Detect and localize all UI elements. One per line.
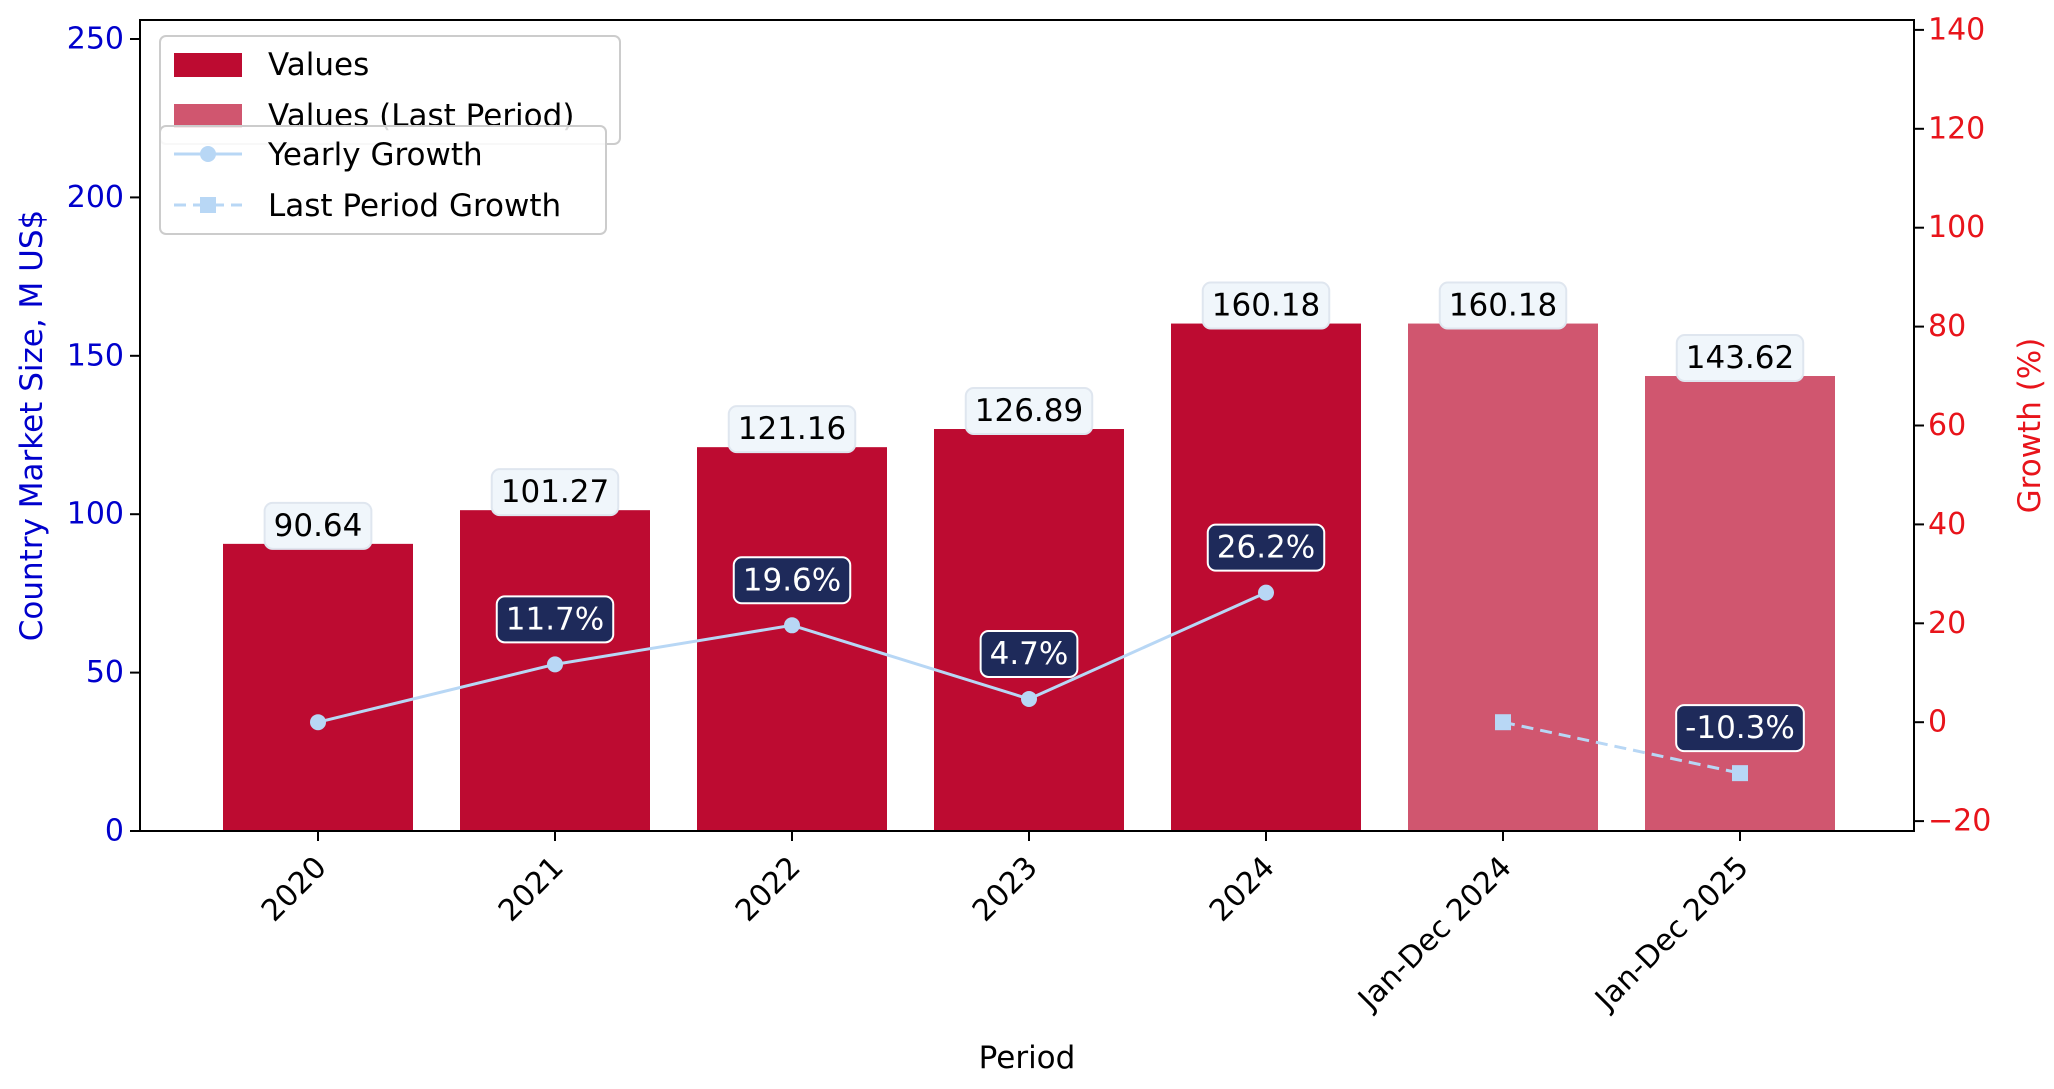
x-axis: 2020 2021 2022 2023 2024 Jan-Dec 2024 Jan-Dec … [255,831,1756,1018]
data-label-box [1675,704,1805,753]
x-axis-title: Period [979,1040,1076,1076]
data-label: 126.89 [975,393,1083,429]
bar [1408,323,1598,831]
y2-tick-label: 100 [1928,210,1985,245]
x-tick-label: 2023 [966,850,1045,929]
data-label-box [732,556,852,605]
data-label: 19.6% [743,562,841,598]
y2-tick-label: −20 [1928,804,1991,839]
y2-tick-label: 20 [1928,606,1966,641]
x-tick-label: 2021 [492,850,571,929]
data-label: 11.7% [506,601,604,637]
series-line [1502,720,1741,775]
legend-swatch [174,104,242,128]
data-point [1732,765,1748,782]
data-label: 160.18 [1449,288,1557,324]
y-axis-right: −20 0 20 40 60 80 100 120 140 [1914,12,1991,839]
data-label: 121.16 [738,411,846,447]
x-tick-label: 2022 [729,850,808,929]
y2-tick-label: 60 [1928,408,1966,443]
lines-layer [310,584,1748,782]
data-point [310,714,326,731]
data-point [1258,584,1274,601]
y-tick-label: 250 [67,22,124,57]
data-label: 101.27 [501,474,609,510]
data-label-box [1675,334,1805,383]
x-tick-label: Jan-Dec 2024 [1350,850,1518,1018]
data-point [1021,690,1037,707]
data-label-box [490,468,620,517]
data-label-box [495,595,615,644]
y2-tick-label: 140 [1928,12,1985,47]
y-axis-left: 0 50 100 150 200 250 [67,22,140,849]
data-point [1495,714,1511,731]
y2-tick-label: 80 [1928,309,1966,344]
y-tick-label: 100 [67,497,124,532]
data-label-box [1206,523,1326,572]
legend-box-growth [159,125,607,235]
y-tick-label: 200 [67,180,124,215]
x-tick-label: Jan-Dec 2025 [1587,850,1755,1018]
labels-layer: 90.64 101.27 121.16 126.89 160.18 160.18 143.6… [263,281,1805,753]
x-tick-label: 2020 [255,850,334,929]
data-label-box [979,629,1079,678]
data-label-box [1438,281,1568,330]
legend-label: Last Period Growth [268,188,561,224]
data-label-box [1201,281,1331,330]
data-label: 160.18 [1212,288,1320,324]
data-point [784,617,800,634]
data-label-box [964,387,1094,436]
y-tick-label: 150 [67,338,124,373]
x-tick-label: 2024 [1203,850,1282,929]
bars-layer [223,323,1835,831]
legend-label: Yearly Growth [267,137,483,173]
data-label-box [263,501,373,550]
data-label: -10.3% [1685,710,1795,746]
legend-label: Values [268,47,369,83]
bar [1171,323,1361,831]
data-point [547,656,563,673]
data-label: 90.64 [274,508,363,544]
bar [1645,376,1835,831]
legend-marker [200,197,216,213]
y2-tick-label: 40 [1928,507,1966,542]
data-label: 26.2% [1217,530,1315,566]
y2-axis-title: Growth (%) [2012,338,2048,514]
bar [223,543,413,831]
y2-tick-label: 120 [1928,111,1985,146]
bar [697,447,887,831]
y-tick-label: 0 [105,814,124,849]
data-label-box [727,405,857,454]
data-label: 143.62 [1686,340,1794,376]
y-tick-label: 50 [86,655,124,690]
data-label: 4.7% [990,636,1069,672]
y-axis-title: Country Market Size, M US$ [14,210,50,641]
legend-marker [200,146,216,162]
y2-tick-label: 0 [1928,705,1947,740]
legend-swatch [174,53,242,77]
